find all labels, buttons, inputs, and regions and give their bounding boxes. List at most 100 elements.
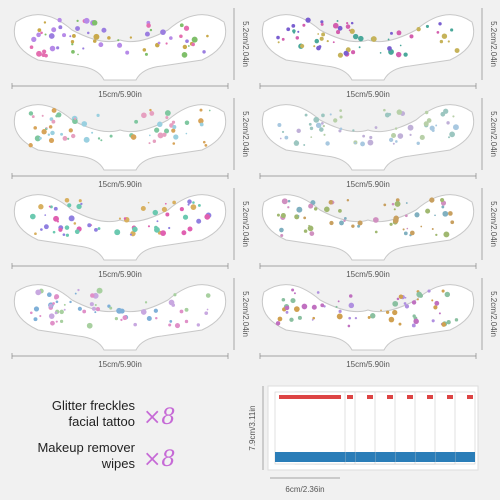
item-label: wipes [101, 456, 136, 471]
glitter-dot [165, 115, 169, 120]
glitter-dot [374, 126, 378, 129]
glitter-dot [392, 142, 395, 145]
glitter-dot [416, 298, 419, 301]
glitter-dot [83, 17, 90, 24]
glitter-dot [346, 199, 350, 202]
glitter-dot [42, 49, 47, 54]
glitter-dot [179, 309, 184, 314]
glitter-dot [185, 132, 188, 135]
glitter-dot [407, 124, 414, 131]
glitter-dot [149, 108, 152, 112]
glitter-dot [337, 25, 343, 31]
glitter-dot [98, 42, 104, 48]
glitter-dot [187, 226, 193, 232]
glitter-dot [146, 23, 151, 28]
glitter-dot [308, 203, 314, 209]
glitter-dot [130, 134, 137, 140]
glitter-dot [91, 20, 98, 26]
glitter-dot [277, 316, 283, 322]
glitter-dot [81, 121, 88, 127]
glitter-dot [48, 303, 53, 308]
glitter-dot [438, 312, 441, 315]
glitter-dot [204, 311, 209, 315]
glitter-dot [444, 291, 451, 298]
glitter-dot [433, 305, 438, 310]
glitter-dot [71, 43, 74, 46]
glitter-dot [179, 206, 184, 212]
glitter-dot [73, 117, 77, 120]
glitter-dot [352, 129, 355, 132]
glitter-dot [63, 303, 66, 306]
glitter-dot [75, 26, 80, 31]
glitter-dot [434, 300, 440, 306]
glitter-dot [38, 136, 42, 140]
glitter-dot [297, 215, 300, 217]
glitter-dot [413, 318, 419, 325]
glitter-dot [173, 293, 177, 297]
glitter-dot [309, 126, 314, 131]
glitter-dot [140, 206, 146, 212]
glitter-dot [37, 28, 42, 32]
packet-stripe [407, 395, 413, 399]
glitter-dot [416, 27, 421, 32]
glitter-dot [71, 133, 76, 139]
glitter-dot [82, 47, 85, 50]
glitter-dot [67, 137, 70, 140]
glitter-dot [49, 205, 53, 209]
glitter-dot [293, 140, 300, 146]
glitter-dot [144, 301, 148, 304]
glitter-dot [35, 289, 42, 296]
glitter-dot [41, 52, 46, 58]
glitter-dot [57, 17, 62, 23]
glitter-dot [393, 208, 396, 211]
glitter-dot [156, 220, 159, 223]
glitter-dot [172, 200, 176, 205]
glitter-dot [49, 117, 54, 121]
glitter-dot [144, 52, 148, 56]
glitter-dot [442, 210, 449, 217]
glitter-dot [301, 303, 308, 310]
glitter-dot [391, 133, 397, 139]
glitter-dot [316, 291, 320, 294]
glitter-dot [154, 127, 160, 133]
glitter-dot [97, 137, 101, 140]
glitter-dot [441, 33, 448, 39]
tattoo-sheet [261, 194, 475, 261]
glitter-dot [309, 231, 315, 236]
glitter-dot [171, 128, 176, 133]
glitter-dot [385, 310, 390, 314]
glitter-dot [157, 132, 164, 139]
glitter-dot [90, 293, 95, 298]
glitter-dot [63, 308, 66, 311]
glitter-dot [348, 316, 352, 320]
glitter-dot [336, 30, 341, 35]
glitter-dot [303, 216, 307, 220]
glitter-dot [56, 112, 62, 118]
glitter-dot [424, 110, 429, 115]
glitter-dot [303, 144, 306, 146]
glitter-dot [336, 313, 343, 320]
glitter-dot [184, 120, 190, 126]
glitter-dot [425, 24, 429, 28]
glitter-dot [97, 227, 101, 230]
glitter-dot [427, 289, 431, 293]
glitter-dot [321, 32, 326, 37]
glitter-dot [94, 303, 97, 307]
glitter-dot [74, 292, 77, 295]
glitter-dot [64, 197, 70, 203]
glitter-dot [324, 206, 330, 213]
glitter-dot [321, 113, 325, 118]
width-label: 15cm/5.90in [98, 180, 142, 189]
height-label: 5.2cm/2.04in [241, 291, 250, 337]
glitter-dot [348, 294, 353, 298]
glitter-dot [71, 49, 75, 54]
glitter-dot [54, 311, 58, 315]
glitter-dot [199, 122, 204, 127]
glitter-dot [314, 38, 320, 44]
glitter-dot [157, 41, 161, 45]
glitter-dot [179, 34, 183, 38]
glitter-dot [291, 24, 296, 28]
glitter-dot [152, 209, 159, 216]
glitter-dot [53, 206, 58, 211]
